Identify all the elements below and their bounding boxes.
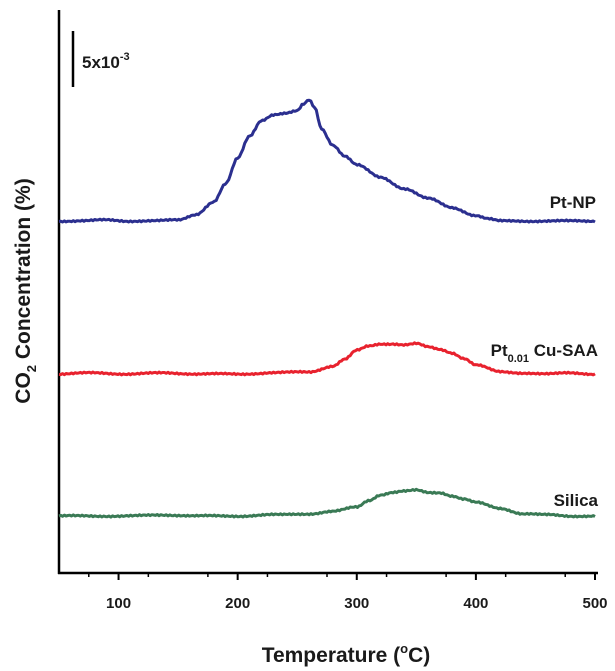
x-tick-labels: 100 200 300 400 500 (106, 595, 607, 612)
series-label-pt-cu-saa-end: Cu-SAA (529, 341, 598, 360)
x-axis-title-sup: o (400, 641, 408, 656)
series-label-pt-cu-saa-sub: 0.01 (508, 353, 529, 365)
series-group (58, 98, 596, 519)
x-tick-label-300: 300 (344, 595, 369, 612)
scale-bar-label-main: 5x10 (82, 53, 120, 72)
x-tick-label-200: 200 (225, 595, 250, 612)
x-tick-label-100: 100 (106, 595, 131, 612)
y-axis-title-end: Concentration (%) (12, 178, 35, 365)
series-label-pt-np-text: Pt-NP (550, 193, 596, 212)
scale-bar: 5x10-3 (71, 31, 130, 87)
x-axis-title: Temperature (oC) (262, 641, 431, 667)
series-label-silica: Silica (554, 491, 599, 510)
x-ticks (88, 573, 596, 580)
series-label-pt-cu-saa-main: Pt (491, 341, 508, 360)
x-axis-title-main: Temperature ( (262, 644, 400, 667)
y-axis-title: CO2 Concentration (%) (12, 178, 39, 403)
series-line-pt-np (58, 98, 596, 224)
series-line-pt0-01-cu-saa (58, 341, 596, 377)
series-label-pt-np: Pt-NP (550, 193, 596, 212)
y-axis-title-main: CO (12, 372, 35, 404)
x-tick-label-400: 400 (463, 595, 488, 612)
series-line-silica (58, 487, 596, 519)
x-axis-title-end: C) (408, 644, 430, 667)
x-tick-label-500: 500 (582, 595, 607, 612)
y-axis-title-sub: 2 (24, 365, 39, 372)
series-label-pt-cu-saa: Pt0.01 Cu-SAA (491, 341, 598, 365)
axes (57, 10, 598, 575)
scale-bar-label: 5x10-3 (82, 51, 130, 72)
series-label-silica-text: Silica (554, 491, 599, 510)
scale-bar-label-sup: -3 (120, 51, 130, 63)
